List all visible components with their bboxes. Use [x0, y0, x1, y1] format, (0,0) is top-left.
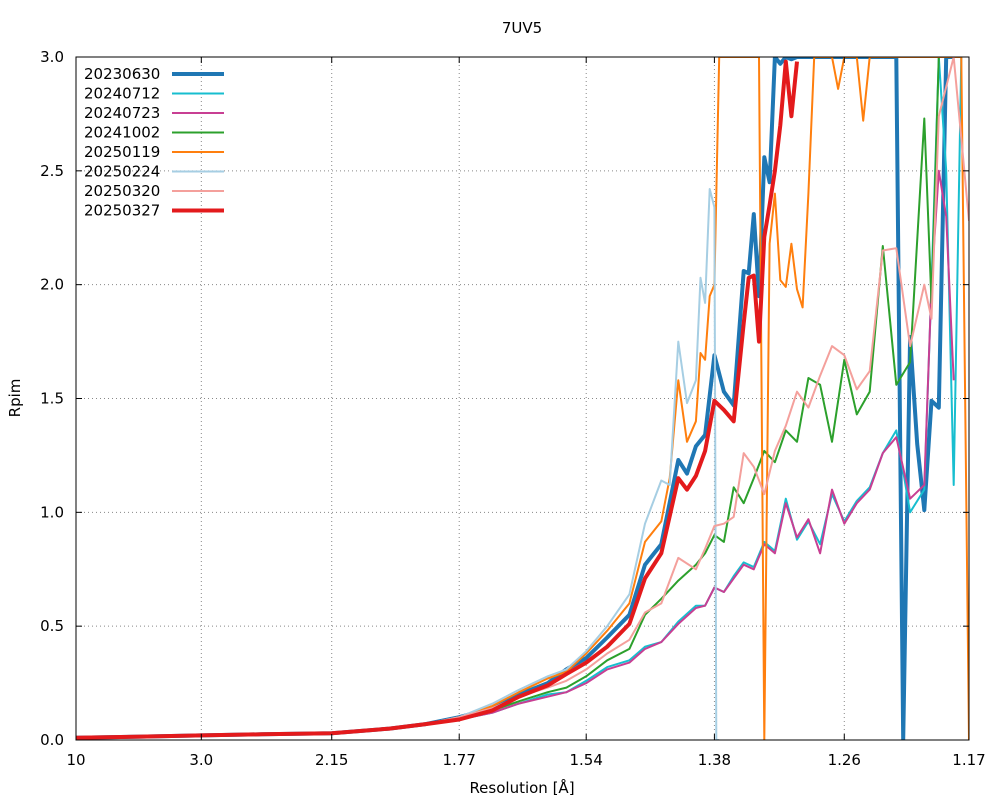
legend-label: 20250224	[84, 163, 160, 181]
series-line-20250327	[76, 59, 799, 740]
legend-label: 20240723	[84, 104, 160, 122]
plot-area	[76, 57, 969, 740]
y-tick-label: 2.5	[40, 162, 64, 180]
y-tick-label: 0.5	[40, 617, 64, 635]
x-tick-label: 1.77	[443, 751, 476, 769]
y-tick-label: 0.0	[40, 731, 64, 749]
legend-label: 20241002	[84, 124, 160, 142]
legend-label: 20230630	[84, 65, 160, 83]
grid	[76, 57, 969, 740]
plot-frame	[75, 56, 970, 741]
series-line-20250224	[76, 188, 720, 740]
x-tick-label: 1.17	[952, 751, 985, 769]
x-tick-label: 2.15	[315, 751, 348, 769]
y-axis: 0.0 0.5 1.0 1.5 2.0 2.5 3.0	[40, 48, 969, 749]
y-axis-label: Rpim	[6, 379, 24, 418]
x-tick-label: 3.0	[189, 751, 213, 769]
x-tick-label: 1.38	[698, 751, 731, 769]
legend-label: 20250320	[84, 182, 160, 200]
legend-label: 20250327	[84, 202, 160, 220]
x-axis: 10 3.0 2.15 1.77 1.54 1.38 1.26 1.17	[66, 57, 986, 769]
x-tick-label: 10	[66, 751, 85, 769]
series-line-20250320	[76, 57, 969, 739]
x-axis-label: Resolution [Å]	[469, 778, 574, 797]
y-tick-label: 3.0	[40, 48, 64, 66]
x-tick-label: 1.54	[570, 751, 603, 769]
series-line-20240712	[76, 57, 963, 739]
y-tick-label: 1.5	[40, 390, 64, 408]
legend-label: 20250119	[84, 143, 160, 161]
x-tick-label: 1.26	[828, 751, 861, 769]
y-tick-label: 1.0	[40, 503, 64, 521]
series-line-20250119	[76, 57, 969, 740]
chart-title: 7UV5	[502, 19, 542, 37]
y-tick-label: 2.0	[40, 276, 64, 294]
legend-label: 20240712	[84, 85, 160, 103]
series-line-20240723	[76, 169, 955, 739]
